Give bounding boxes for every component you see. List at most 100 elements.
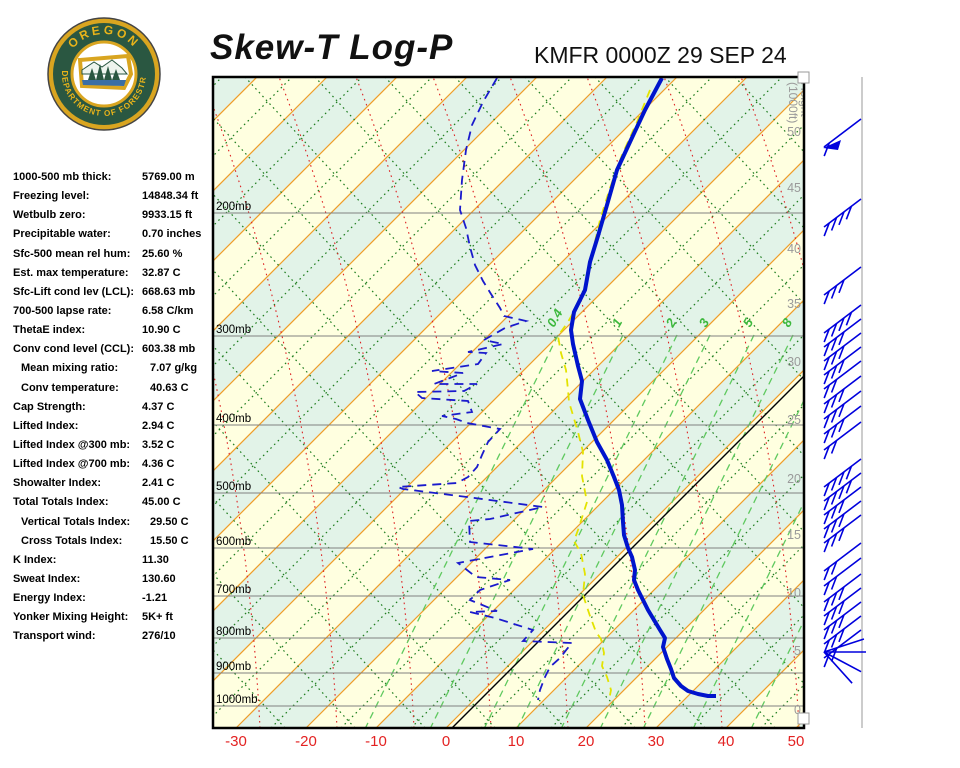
index-value: 2.41 C [142, 477, 175, 490]
index-value: 0.70 inches [142, 228, 202, 241]
sounding-indices-panel: 1000-500 mb thick: 5769.00 m Freezing leve… [13, 168, 211, 647]
svg-text:50: 50 [787, 125, 801, 139]
index-label: Lifted Index @300 mb: [13, 438, 131, 451]
svg-text:45: 45 [787, 181, 801, 195]
index-label: 1000-500 mb thick: [13, 171, 112, 183]
index-row: ThetaE index: 10.90 C [13, 321, 211, 340]
index-row: Sfc-500 mean rel hum: 25.60 % [13, 245, 211, 264]
index-label: Conv temperature: [21, 381, 119, 394]
moist-adiabats [213, 77, 804, 728]
svg-text:25: 25 [787, 413, 801, 427]
pressure-lines [213, 212, 804, 707]
svg-text:1000mb: 1000mb [216, 694, 258, 706]
index-row: Freezing level: 14848.34 ft [13, 187, 211, 206]
svg-text:-30: -30 [225, 733, 247, 750]
svg-text:30: 30 [787, 355, 801, 369]
station-datetime: KMFR 0000Z 29 SEP 24 [534, 42, 787, 68]
index-value: 4.37 C [142, 400, 175, 413]
svg-text:40: 40 [787, 242, 801, 256]
svg-text:10: 10 [508, 733, 525, 750]
pressure-labels: 200mb 300mb 400mb 500mb 600mb 700mb 800mb 900mb… [216, 201, 258, 706]
index-row: Conv cond level (CCL): 603.38 mb [13, 340, 211, 359]
index-value: 14848.34 ft [142, 190, 199, 203]
svg-text:50: 50 [788, 733, 805, 750]
index-label: Cross Totals Index: [21, 534, 123, 547]
svg-text:35: 35 [787, 297, 801, 311]
index-value: 15.50 C [150, 534, 189, 547]
index-row: Lifted Index: 2.94 C [13, 417, 211, 436]
svg-text:40: 40 [718, 733, 735, 750]
index-label: Conv cond level (CCL): [13, 343, 135, 356]
svg-text:10: 10 [787, 586, 801, 600]
index-value: 668.63 mb [142, 285, 196, 298]
svg-text:20: 20 [578, 733, 595, 750]
svg-text:5: 5 [794, 644, 801, 658]
index-label: 700-500 lapse rate: [13, 304, 112, 317]
dewpoint-trace [397, 77, 574, 701]
index-row: Precipitable water: 0.70 inches [13, 225, 211, 244]
index-value: 276/10 [142, 630, 176, 643]
index-row: Sfc-Lift cond lev (LCL): 668.63 mb [13, 283, 211, 302]
svg-text:15: 15 [787, 528, 801, 542]
svg-text:-10: -10 [365, 733, 387, 750]
index-value: -1.21 [142, 592, 168, 605]
logo-emblem [77, 53, 134, 91]
dry-adiabats [213, 77, 804, 728]
index-value: 32.87 C [142, 266, 181, 279]
index-label: ThetaE index: [13, 324, 86, 337]
index-value: 29.50 C [150, 515, 189, 528]
index-row: Lifted Index @300 mb: 3.52 C [13, 436, 211, 455]
index-label: Wetbulb zero: [13, 209, 86, 222]
index-label: Sfc-500 mean rel hum: [13, 247, 131, 260]
index-row: Vertical Totals Index: 29.50 C [13, 513, 211, 532]
index-label: Sweat Index: [13, 572, 81, 585]
index-label: Yonker Mixing Height: [13, 611, 129, 624]
index-label: Showalter Index: [13, 477, 102, 490]
index-row: Est. max temperature: 32.87 C [13, 264, 211, 283]
index-value: 2.94 C [142, 419, 175, 432]
index-row: Energy Index: -1.21 [13, 589, 211, 608]
temp-axis-labels: -30 -20 -10 0 10 20 30 40 50 [225, 733, 804, 750]
svg-text:400mb: 400mb [216, 413, 251, 425]
index-label: Total Totals Index: [13, 496, 109, 509]
index-label: Vertical Totals Index: [21, 515, 131, 528]
index-label: Lifted Index @700 mb: [13, 458, 131, 471]
index-row: Showalter Index: 2.41 C [13, 474, 211, 493]
index-row: Cross Totals Index: 15.50 C [13, 532, 211, 551]
index-value: 5769.00 m [142, 171, 195, 183]
corner-grip-bottom [797, 712, 810, 725]
index-value: 25.60 % [142, 247, 183, 260]
height-axis: 0 5 10 15 20 25 30 35 40 45 50 Height(1000ft) [786, 82, 804, 717]
svg-text:200mb: 200mb [216, 201, 251, 213]
svg-text:0: 0 [442, 733, 450, 750]
page-title: Skew-T Log-P [210, 28, 454, 67]
index-label: Precipitable water: [13, 228, 111, 241]
index-value: 9933.15 ft [142, 209, 193, 222]
index-value: 45.00 C [142, 496, 181, 509]
temperature-trace [569, 77, 716, 698]
odf-logo: OREGON DEPARTMENT OF FORESTRY [44, 14, 161, 131]
index-row: Transport wind: 276/10 [13, 627, 211, 646]
wind-barbs [823, 118, 866, 684]
index-label: Mean mixing ratio: [21, 362, 119, 375]
index-row: Cap Strength: 4.37 C [13, 398, 211, 417]
svg-text:-20: -20 [295, 733, 317, 750]
index-value: 40.63 C [150, 381, 189, 394]
svg-text:900mb: 900mb [216, 661, 251, 673]
index-value: 6.58 C/km [142, 304, 194, 317]
index-value: 130.60 [142, 572, 176, 585]
index-label: Lifted Index: [13, 419, 79, 432]
index-row: 700-500 lapse rate: 6.58 C/km [13, 302, 211, 321]
svg-text:800mb: 800mb [216, 626, 251, 638]
index-row: Lifted Index @700 mb: 4.36 C [13, 455, 211, 474]
index-label: Cap Strength: [13, 400, 86, 413]
svg-text:700mb: 700mb [216, 584, 251, 596]
index-value: 5K+ ft [142, 611, 173, 624]
index-value: 4.36 C [142, 458, 175, 471]
svg-text:300mb: 300mb [216, 324, 251, 336]
index-row: Total Totals Index: 45.00 C [13, 493, 211, 512]
index-value: 603.38 mb [142, 343, 196, 356]
index-row: Yonker Mixing Height: 5K+ ft [13, 608, 211, 627]
